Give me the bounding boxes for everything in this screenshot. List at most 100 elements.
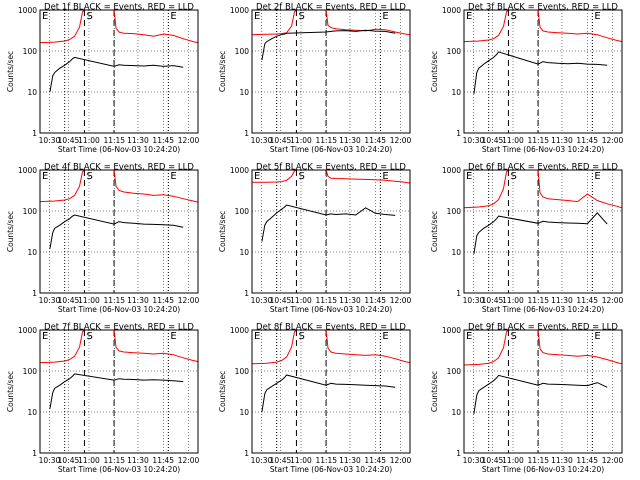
chart-title: Det 3f BLACK = Events, RED = LLD — [468, 3, 618, 13]
y-tick-label: 1 — [32, 129, 37, 138]
x-axis-label: Start Time (06-Nov-03 10:24:20) — [482, 145, 604, 154]
end-marker-label-left: E — [42, 171, 48, 182]
y-tick-label: 1 — [456, 449, 461, 458]
plot-frame — [39, 9, 199, 134]
y-axis-label: Counts/sec — [6, 371, 15, 412]
start-marker-label: S — [86, 171, 92, 182]
x-tick-label: 11:30 — [127, 136, 149, 145]
x-tick-label: 10:45 — [270, 456, 292, 465]
series-line-black — [261, 374, 396, 413]
start-marker-label: S — [510, 11, 516, 22]
start-marker-label: S — [86, 331, 92, 342]
x-tick-label: 11:15 — [315, 296, 337, 305]
x-tick-label: 11:30 — [339, 136, 361, 145]
series-line-black — [49, 373, 184, 409]
series-line-black — [261, 204, 396, 242]
x-tick-label: 10:30 — [39, 456, 61, 465]
x-tick-label: 11:00 — [78, 456, 100, 465]
x-tick-label: 12:00 — [178, 296, 200, 305]
x-tick-label: 11:15 — [315, 456, 337, 465]
y-tick-label: 1 — [244, 289, 249, 298]
x-tick-label: 11:15 — [527, 136, 549, 145]
end-marker-label: E — [382, 11, 388, 22]
chart-title: Det 8f BLACK = Events, RED = LLD — [256, 323, 406, 333]
chart-panel-4: Det 4f BLACK = Events, RED = LLD 1 10 100 10… — [6, 163, 200, 315]
x-tick-label: 11:15 — [527, 456, 549, 465]
y-tick-label: 10 — [239, 248, 249, 257]
y-axis-label: Counts/sec — [430, 371, 439, 412]
y-tick-label: 1000 — [442, 6, 461, 15]
chart-title: Det 9f BLACK = Events, RED = LLD — [468, 323, 618, 333]
x-tick-label: 12:00 — [602, 296, 624, 305]
series-line-red — [251, 329, 411, 365]
y-tick-label: 1 — [456, 289, 461, 298]
chart-panel-3: Det 3f BLACK = Events, RED = LLD 1 10 100 10… — [430, 3, 624, 155]
chart-panel-7: Det 7f BLACK = Events, RED = LLD 1 10 100 10… — [6, 323, 200, 475]
y-tick-label: 10 — [27, 408, 37, 417]
y-tick-label: 1 — [244, 129, 249, 138]
x-tick-label: 11:00 — [502, 296, 524, 305]
y-tick-label: 1000 — [18, 326, 37, 335]
x-tick-label: 12:00 — [178, 456, 200, 465]
x-tick-label: 11:45 — [576, 136, 598, 145]
y-tick-label: 1000 — [442, 326, 461, 335]
x-tick-label: 12:00 — [390, 136, 412, 145]
x-tick-label: 11:00 — [290, 456, 312, 465]
end-marker-label-left: E — [466, 11, 472, 22]
x-tick-label: 11:15 — [103, 136, 125, 145]
series-line-black — [473, 212, 608, 254]
chart-panel-8: Det 8f BLACK = Events, RED = LLD 1 10 100 10… — [218, 323, 412, 475]
x-tick-label: 11:45 — [364, 456, 386, 465]
x-tick-label: 10:45 — [58, 136, 80, 145]
x-tick-label: 11:45 — [152, 456, 174, 465]
series-line-red — [463, 329, 623, 366]
end-marker-label-left: E — [254, 331, 260, 342]
x-axis-label: Start Time (06-Nov-03 10:24:20) — [270, 145, 392, 154]
end-marker-label: E — [594, 331, 600, 342]
end-marker-label: E — [382, 171, 388, 182]
y-tick-label: 1000 — [230, 326, 249, 335]
plot-frame — [251, 9, 411, 134]
plot-frame — [251, 169, 411, 294]
x-axis-label: Start Time (06-Nov-03 10:24:20) — [58, 465, 180, 474]
series-line-red — [251, 9, 411, 36]
x-tick-label: 11:30 — [551, 456, 573, 465]
x-tick-label: 12:00 — [390, 456, 412, 465]
x-tick-label: 11:30 — [127, 456, 149, 465]
x-tick-label: 11:45 — [152, 136, 174, 145]
y-tick-label: 100 — [23, 47, 38, 56]
x-tick-label: 11:15 — [103, 456, 125, 465]
x-tick-label: 11:00 — [502, 456, 524, 465]
end-marker-label-left: E — [254, 11, 260, 22]
y-axis-label: Counts/sec — [218, 211, 227, 252]
x-axis-label: Start Time (06-Nov-03 10:24:20) — [270, 305, 392, 314]
x-axis-label: Start Time (06-Nov-03 10:24:20) — [58, 305, 180, 314]
chart-panel-9: Det 9f BLACK = Events, RED = LLD 1 10 100 10… — [430, 323, 624, 475]
x-tick-label: 10:45 — [270, 136, 292, 145]
plot-frame — [39, 169, 199, 294]
chart-title: Det 6f BLACK = Events, RED = LLD — [468, 163, 618, 173]
x-tick-label: 10:30 — [463, 296, 485, 305]
x-tick-label: 10:30 — [251, 296, 273, 305]
y-tick-label: 100 — [23, 367, 38, 376]
y-axis-label: Counts/sec — [6, 211, 15, 252]
series-line-black — [473, 51, 608, 94]
x-tick-label: 10:30 — [39, 296, 61, 305]
y-tick-label: 100 — [235, 367, 250, 376]
plot-frame — [463, 169, 623, 294]
series-line-red — [39, 329, 199, 364]
end-marker-label-left: E — [42, 11, 48, 22]
x-tick-label: 11:15 — [527, 296, 549, 305]
x-tick-label: 11:30 — [127, 296, 149, 305]
series-line-black — [473, 374, 608, 414]
y-tick-label: 1000 — [230, 166, 249, 175]
y-tick-label: 100 — [235, 207, 250, 216]
x-tick-label: 12:00 — [390, 296, 412, 305]
series-line-red — [251, 169, 411, 184]
y-tick-label: 10 — [451, 248, 461, 257]
series-line-red — [39, 9, 199, 44]
chart-title: Det 1f BLACK = Events, RED = LLD — [44, 3, 194, 13]
start-marker-label: S — [86, 11, 92, 22]
x-tick-label: 10:30 — [39, 136, 61, 145]
